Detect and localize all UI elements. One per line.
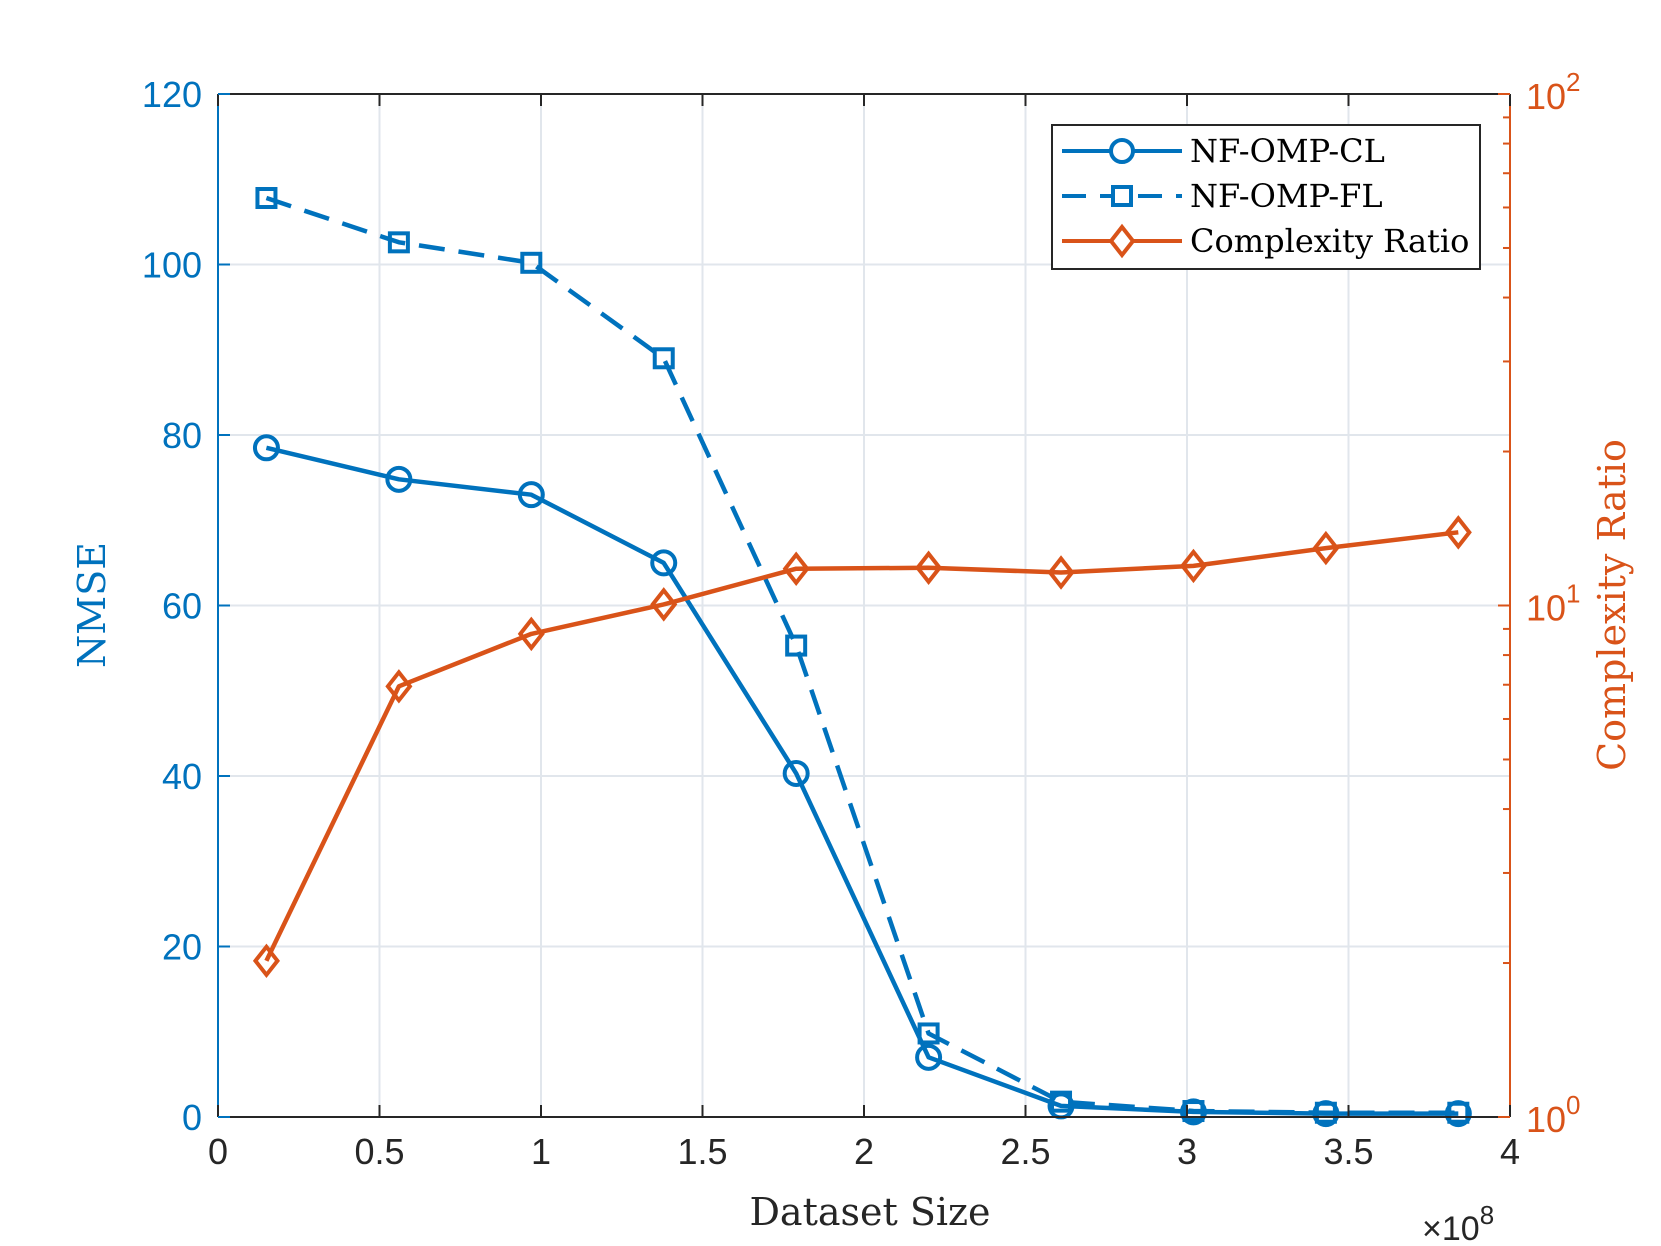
x-tick-label: 4 <box>1500 1131 1520 1172</box>
y-right-tick-exponent: 2 <box>1566 67 1580 97</box>
data-point-nf-omp-fl <box>1182 1100 1205 1123</box>
right-axis-label: Complexity Ratio <box>1590 439 1634 771</box>
x-tick-label: 3 <box>1177 1131 1197 1172</box>
x-tick-label: 2 <box>854 1131 874 1172</box>
data-point-complexity-ratio <box>1179 548 1208 584</box>
data-point-nf-omp-fl <box>917 1022 940 1045</box>
series-line-nf-omp-fl <box>265 195 1459 1115</box>
data-point-nf-omp-cl <box>517 481 545 509</box>
x-exponent-base: ×10 <box>1422 1210 1480 1246</box>
x-tick-label: 0 <box>208 1131 228 1172</box>
y-left-tick-label: 100 <box>142 245 202 286</box>
legend-label-nf-omp-fl: NF-OMP-FL <box>1190 177 1383 215</box>
left-axis-label: NMSE <box>70 542 114 668</box>
legend-marker-diamond <box>1108 223 1136 259</box>
series-line-nf-omp-cl <box>265 445 1459 1116</box>
data-point-nf-omp-fl <box>652 347 675 370</box>
grid <box>218 94 1510 1117</box>
data-point-complexity-ratio <box>782 551 810 586</box>
data-point-nf-omp-fl <box>1050 1090 1073 1113</box>
data-point-complexity-ratio <box>1444 515 1472 550</box>
legend-entry-nf-omp-fl: NF-OMP-FL <box>1062 177 1383 215</box>
y-right-tick-label: 101 <box>1526 579 1581 629</box>
data-point-complexity-ratio <box>1047 555 1075 590</box>
y-right-tick-exponent: 0 <box>1566 1090 1580 1120</box>
legend-entry-complexity-ratio: Complexity Ratio <box>1062 222 1469 260</box>
data-point-nf-omp-fl <box>785 634 808 657</box>
data-point-nf-omp-fl <box>387 231 410 254</box>
data-point-nf-omp-cl <box>650 549 678 577</box>
data-point-nf-omp-fl <box>1447 1101 1470 1124</box>
y-right-tick-label: 102 <box>1526 67 1581 117</box>
y-right-tick-base: 10 <box>1526 1099 1566 1140</box>
y-right-tick-base: 10 <box>1526 76 1566 117</box>
y-left-tick-label: 60 <box>162 586 202 627</box>
data-point-nf-omp-cl <box>385 465 413 493</box>
x-axis-label: Dataset Size <box>749 1190 990 1234</box>
legend-marker-circle <box>1109 138 1135 164</box>
data-point-nf-omp-cl <box>915 1043 943 1071</box>
y-left-tick-label: 80 <box>162 415 202 456</box>
y-left-tick-label: 120 <box>142 74 202 115</box>
legend-label-nf-omp-cl: NF-OMP-CL <box>1190 132 1385 170</box>
legend-entry-nf-omp-cl: NF-OMP-CL <box>1062 132 1385 170</box>
legend-label-complexity-ratio: Complexity Ratio <box>1190 222 1469 260</box>
y-left-tick-label: 40 <box>162 756 202 797</box>
series-layer <box>252 187 1472 1128</box>
ticks: 0 0.5 1 1.5 2 2.5 3 3.5 402040608010012010010110… <box>142 67 1581 1172</box>
data-point-nf-omp-cl <box>782 759 810 787</box>
y-right-tick-base: 10 <box>1526 588 1566 629</box>
y-right-tick-label: 100 <box>1526 1090 1581 1140</box>
data-point-complexity-ratio <box>385 669 413 704</box>
x-tick-label: 2.5 <box>1000 1131 1050 1172</box>
series-line-complexity-ratio <box>264 530 1459 962</box>
x-exponent: ×108 <box>1422 1200 1494 1246</box>
y-right-tick-exponent: 1 <box>1566 579 1580 609</box>
legend: NF-OMP-CL NF-OMP-FL Complexity Ratio <box>1051 124 1481 270</box>
y-left-tick-label: 20 <box>162 927 202 968</box>
x-exponent-power: 8 <box>1480 1200 1494 1230</box>
data-point-nf-omp-cl <box>252 434 280 462</box>
data-point-complexity-ratio <box>517 616 545 652</box>
data-point-complexity-ratio <box>252 943 280 979</box>
data-point-nf-omp-fl <box>255 187 278 210</box>
data-point-nf-omp-fl <box>1314 1101 1337 1124</box>
x-tick-label: 1 <box>531 1131 551 1172</box>
x-tick-label: 3.5 <box>1323 1131 1373 1172</box>
data-point-complexity-ratio <box>650 587 678 622</box>
data-point-nf-omp-fl <box>520 251 543 274</box>
x-tick-label: 1.5 <box>677 1131 727 1172</box>
legend-marker-square <box>1111 185 1133 207</box>
x-tick-label: 0.5 <box>354 1131 404 1172</box>
data-point-complexity-ratio <box>915 550 943 586</box>
y-left-tick-label: 0 <box>182 1097 202 1138</box>
data-point-complexity-ratio <box>1312 530 1340 566</box>
